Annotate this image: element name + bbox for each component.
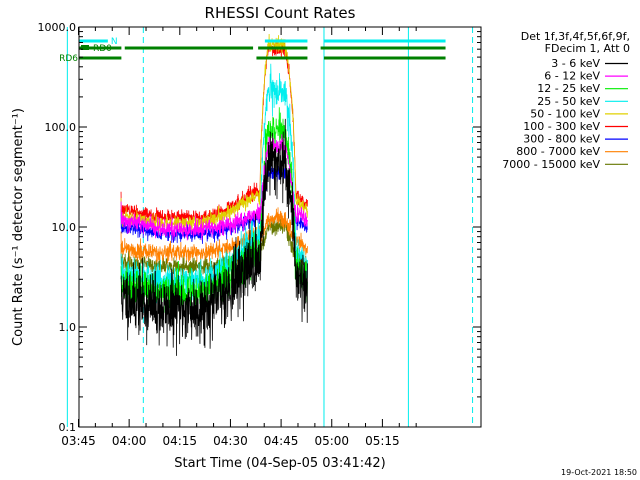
x-tick-label: 04:30 [213,434,248,448]
timestamp: 19-Oct-2021 18:50 [561,468,637,477]
series-line-3-6-kev [120,118,308,356]
legend-entry-label: 25 - 50 keV [537,95,600,108]
legend-entry-label: 12 - 25 keV [537,82,600,95]
x-tick-label: 05:00 [314,434,349,448]
legend-entry-label: 100 - 300 keV [523,120,600,133]
x-tick-label: 04:15 [162,434,197,448]
y-tick-label: 100.0 [45,121,77,134]
legend: Det 1f,3f,4f,5f,6f,9f, FDecim 1, Att 0 3… [502,30,630,171]
y-tick-label: 1000.0 [38,21,77,34]
legend-entry-label: 6 - 12 keV [544,70,600,83]
legend-entry-label: 800 - 7000 keV [516,145,600,158]
legend-entry-label: 3 - 6 keV [551,57,600,70]
x-tick-label: 03:45 [61,434,96,448]
legend-header-line-1: Det 1f,3f,4f,5f,6f,9f, [521,30,630,43]
series-line-6-12-kev [120,134,308,241]
x-axis: 03:45 04:00 04:15 04:30 04:45 05:00 05:15 [61,27,417,448]
y-tick-label: 10.0 [52,221,77,234]
flag-label: RD6 [59,54,78,64]
y-tick-label: 0.1 [59,421,77,434]
legend-entry-label: 7000 - 15000 keV [502,158,600,171]
flag-label: N [111,37,118,47]
x-axis-label: Start Time (04-Sep-05 03:41:42) [174,456,385,471]
chart-title: RHESSI Count Rates [205,4,356,22]
x-tick-label: 04:00 [112,434,147,448]
legend-entry-label: 300 - 800 keV [523,133,600,146]
y-tick-label: 1.0 [59,321,77,334]
x-tick-label: 04:45 [264,434,299,448]
legend-entry-label: 50 - 100 keV [530,107,600,120]
series-line-800-7000-kev [120,207,308,263]
rd0-marker [81,45,89,50]
legend-header-line-2: FDecim 1, Att 0 [545,42,630,55]
series-line-50-100-kev [120,34,308,233]
y-axis-label: Count Rate (s⁻¹ detector segment⁻¹) [11,108,26,346]
y-axis: 0.1 1.0 10.0 100.0 1000.0 [38,21,481,434]
flag-label: RD0 [93,44,112,54]
x-tick-label: 05:15 [365,434,400,448]
